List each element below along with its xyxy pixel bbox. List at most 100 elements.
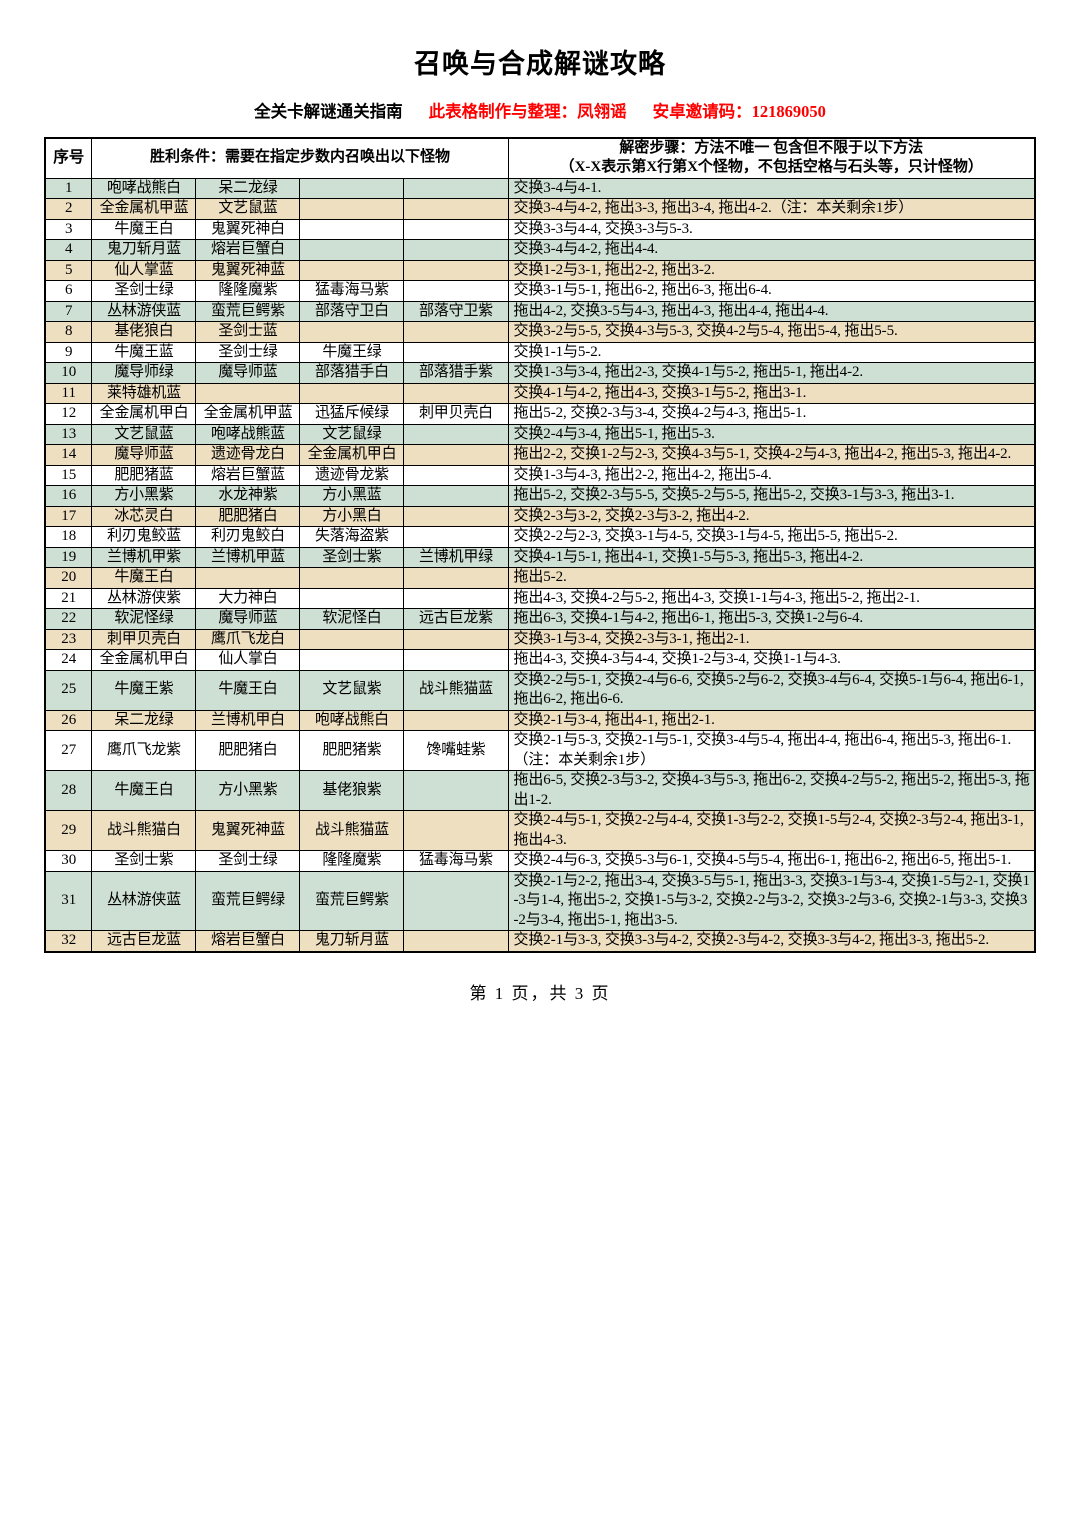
- monster-cell: [403, 870, 509, 932]
- solution-steps-cell: 交换2-2与5-1, 交换2-4与6-6, 交换5-2与6-2, 交换3-4与6…: [507, 669, 1036, 711]
- monster-cell: [403, 341, 509, 364]
- table-row: 31 丛林游侠蓝 蛮荒巨鳄绿 蛮荒巨鳄紫 交换2-1与2-2, 拖出3-4, 交换3-5…: [44, 870, 1036, 932]
- row-number: 14: [44, 444, 93, 466]
- monster-cell: 全金属机甲蓝: [91, 198, 197, 220]
- monster-cell: [403, 464, 509, 487]
- monster-cell: 遗迹骨龙白: [195, 444, 301, 466]
- monster-cell: 鬼刀斩月蓝: [91, 239, 197, 261]
- monster-cell: [403, 770, 509, 812]
- monster-cell: [195, 567, 301, 589]
- monster-cell: 牛魔王蓝: [91, 341, 197, 364]
- solution-steps-cell: 拖出4-3, 交换4-2与5-2, 拖出4-3, 交换1-1与4-3, 拖出5-…: [507, 587, 1036, 610]
- table-row: 4 鬼刀斩月蓝 熔岩巨蟹白 交换3-4与4-2, 拖出4-4.: [44, 239, 1036, 261]
- monster-cell: [403, 526, 509, 548]
- monster-cell: 兰博机甲蓝: [195, 546, 301, 569]
- monster-cell: 战斗熊猫白: [91, 810, 197, 852]
- monster-cell: 魔导师蓝: [91, 444, 197, 466]
- monster-cell: 基佬狼紫: [299, 770, 405, 812]
- row-number: 7: [44, 300, 93, 323]
- table-row: 19 兰博机甲紫 兰博机甲蓝 圣剑士紫 兰博机甲绿 交换4-1与5-1, 拖出4-1, 交…: [44, 546, 1036, 569]
- table-row: 30 圣剑士紫 圣剑士绿 隆隆魔紫 猛毒海马紫 交换2-4与6-3, 交换5-3与6-1,…: [44, 850, 1036, 872]
- monster-cell: 圣剑士紫: [91, 850, 197, 872]
- solution-steps-cell: 交换3-1与5-1, 拖出6-2, 拖出6-3, 拖出6-4.: [507, 280, 1036, 302]
- row-number: 31: [44, 870, 93, 932]
- monster-cell: [299, 567, 405, 589]
- monster-cell: 部落猎手紫: [403, 362, 509, 384]
- solution-steps-cell: 拖出4-2, 交换3-5与4-3, 拖出4-3, 拖出4-4, 拖出4-4.: [507, 300, 1036, 323]
- monster-cell: 魔导师蓝: [195, 362, 301, 384]
- table-row: 27 鹰爪飞龙紫 肥肥猪白 肥肥猪紫 馋嘴蛙紫 交换2-1与5-3, 交换2-1与5-1,…: [44, 730, 1036, 772]
- monster-cell: [403, 177, 509, 200]
- monster-cell: 魔导师蓝: [195, 608, 301, 630]
- monster-cell: 部落守卫白: [299, 300, 405, 323]
- monster-cell: 文艺鼠蓝: [195, 198, 301, 220]
- monster-cell: 牛魔王白: [195, 669, 301, 711]
- row-number: 23: [44, 628, 93, 651]
- table-row: 18 利刃鬼鲛蓝 利刃鬼鲛白 失落海盗紫 交换2-2与2-3, 交换3-1与4-5, 交…: [44, 526, 1036, 548]
- monster-cell: 兰博机甲绿: [403, 546, 509, 569]
- monster-cell: 猛毒海马紫: [403, 850, 509, 872]
- page-title: 召唤与合成解谜攻略: [414, 49, 666, 79]
- row-number: 8: [44, 321, 93, 343]
- solution-steps-cell: 交换4-1与4-2, 拖出4-3, 交换3-1与5-2, 拖出3-1.: [507, 382, 1036, 405]
- solution-steps-cell: 拖出6-3, 交换4-1与4-2, 拖出6-1, 拖出5-3, 交换1-2与6-…: [507, 608, 1036, 630]
- table-row: 7 丛林游侠蓝 蛮荒巨鳄紫 部落守卫白 部落守卫紫 拖出4-2, 交换3-5与4-3, 拖…: [44, 300, 1036, 323]
- monster-cell: 鹰爪飞龙白: [195, 628, 301, 651]
- row-number: 6: [44, 280, 93, 302]
- monster-cell: [403, 444, 509, 466]
- monster-cell: [299, 259, 405, 282]
- subtitle-row: 全关卡解谜通关指南 此表格制作与整理：凤翎谣 安卓邀请码：121869050: [0, 98, 1080, 122]
- monster-cell: [299, 382, 405, 405]
- monster-cell: 遗迹骨龙紫: [299, 464, 405, 487]
- table-header: 序号 胜利条件：需要在指定步数内召唤出以下怪物 解密步骤：方法不唯一 包含但不限…: [44, 137, 1036, 179]
- monster-cell: [299, 321, 405, 343]
- solution-steps-cell: 交换1-2与3-1, 拖出2-2, 拖出3-2.: [507, 259, 1036, 282]
- monster-cell: [299, 239, 405, 261]
- monster-cell: 肥肥猪白: [195, 505, 301, 528]
- table-row: 21 丛林游侠紫 大力神白 拖出4-3, 交换4-2与5-2, 拖出4-3, 交换1-…: [44, 587, 1036, 610]
- table-row: 2 全金属机甲蓝 文艺鼠蓝 交换3-4与4-2, 拖出3-3, 拖出3-4, 拖出4-…: [44, 198, 1036, 220]
- monster-cell: 咆哮战熊白: [91, 177, 197, 200]
- solution-steps-cell: 拖出6-5, 交换2-3与3-2, 交换4-3与5-3, 拖出6-2, 交换4-…: [507, 770, 1036, 812]
- monster-cell: 战斗熊猫蓝: [299, 810, 405, 852]
- monster-cell: 咆哮战熊蓝: [195, 423, 301, 446]
- table-row: 8 基佬狼白 圣剑士蓝 交换3-2与5-5, 交换4-3与5-3, 交换4-2与5-4…: [44, 321, 1036, 343]
- monster-cell: [299, 587, 405, 610]
- solution-steps-cell: 交换2-1与3-3, 交换3-3与4-2, 交换2-3与4-2, 交换3-3与4…: [507, 930, 1036, 953]
- solution-steps-cell: 交换3-4与4-2, 拖出4-4.: [507, 239, 1036, 261]
- monster-cell: 熔岩巨蟹白: [195, 239, 301, 261]
- row-number: 1: [44, 177, 93, 200]
- monster-cell: 圣剑士绿: [91, 280, 197, 302]
- solution-steps-cell: 交换2-4与5-1, 交换2-2与4-4, 交换1-3与2-2, 交换1-5与2…: [507, 810, 1036, 852]
- monster-cell: [299, 649, 405, 671]
- monster-cell: 软泥怪绿: [91, 608, 197, 630]
- monster-cell: 利刃鬼鲛蓝: [91, 526, 197, 548]
- row-number: 15: [44, 464, 93, 487]
- monster-cell: 文艺鼠蓝: [91, 423, 197, 446]
- row-number: 21: [44, 587, 93, 610]
- table-row: 5 仙人掌蓝 鬼翼死神蓝 交换1-2与3-1, 拖出2-2, 拖出3-2.: [44, 259, 1036, 282]
- subtitle-invite-code: 安卓邀请码：121869050: [652, 101, 826, 121]
- solution-steps-cell: 交换2-2与2-3, 交换3-1与4-5, 交换3-1与4-5, 拖出5-5, …: [507, 526, 1036, 548]
- monster-cell: 鹰爪飞龙紫: [91, 730, 197, 772]
- monster-cell: 方小黑紫: [195, 770, 301, 812]
- solution-steps-cell: 交换1-3与4-3, 拖出2-2, 拖出4-2, 拖出5-4.: [507, 464, 1036, 487]
- row-number: 22: [44, 608, 93, 630]
- monster-cell: 蛮荒巨鳄紫: [299, 870, 405, 932]
- monster-cell: 方小黑紫: [91, 485, 197, 507]
- monster-cell: 圣剑士绿: [195, 850, 301, 872]
- monster-cell: [403, 485, 509, 507]
- table-row: 22 软泥怪绿 魔导师蓝 软泥怪白 远古巨龙紫 拖出6-3, 交换4-1与4-2, 拖出6…: [44, 608, 1036, 630]
- monster-cell: [403, 259, 509, 282]
- row-number: 16: [44, 485, 93, 507]
- monster-cell: 馋嘴蛙紫: [403, 730, 509, 772]
- row-number: 24: [44, 649, 93, 671]
- monster-cell: 肥肥猪蓝: [91, 464, 197, 487]
- solution-steps-cell: 拖出4-3, 交换4-3与4-4, 交换1-2与3-4, 交换1-1与4-3.: [507, 649, 1036, 671]
- monster-cell: 全金属机甲白: [299, 444, 405, 466]
- monster-cell: 肥肥猪白: [195, 730, 301, 772]
- header-no: 序号: [44, 137, 93, 179]
- monster-cell: 远古巨龙紫: [403, 608, 509, 630]
- table-row: 17 冰芯灵白 肥肥猪白 方小黑白 交换2-3与3-2, 交换2-3与3-2, 拖出4-…: [44, 505, 1036, 528]
- table-row: 23 刺甲贝壳白 鹰爪飞龙白 交换3-1与3-4, 交换2-3与3-1, 拖出2-1.: [44, 628, 1036, 651]
